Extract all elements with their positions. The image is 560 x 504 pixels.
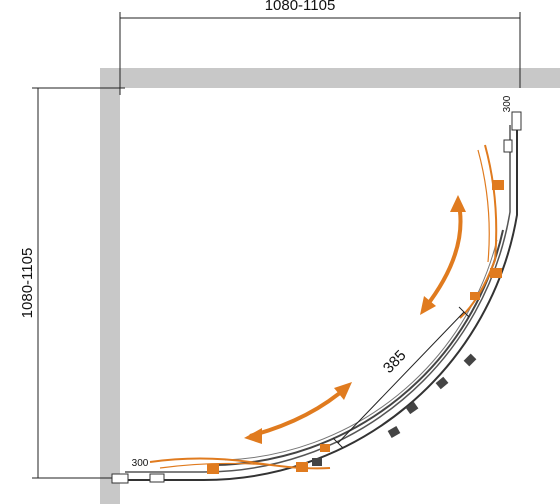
depth-label: 1080-1105 bbox=[19, 248, 36, 319]
depth-dimension bbox=[32, 87, 125, 479]
enclosure bbox=[111, 111, 522, 484]
top-wall bbox=[100, 68, 560, 88]
arrowheads bbox=[244, 195, 466, 444]
sliding-doors bbox=[149, 144, 498, 470]
bottom-panel-label: 300 bbox=[132, 458, 149, 469]
door-handles bbox=[207, 180, 504, 474]
opening-dimension bbox=[332, 306, 470, 449]
width-dimension bbox=[119, 12, 521, 95]
rollers bbox=[312, 353, 477, 466]
left-wall bbox=[100, 68, 120, 504]
opening-label: 385 bbox=[380, 347, 410, 377]
top-panel-label: 300 bbox=[502, 95, 513, 112]
width-label: 1080-1105 bbox=[265, 0, 336, 14]
